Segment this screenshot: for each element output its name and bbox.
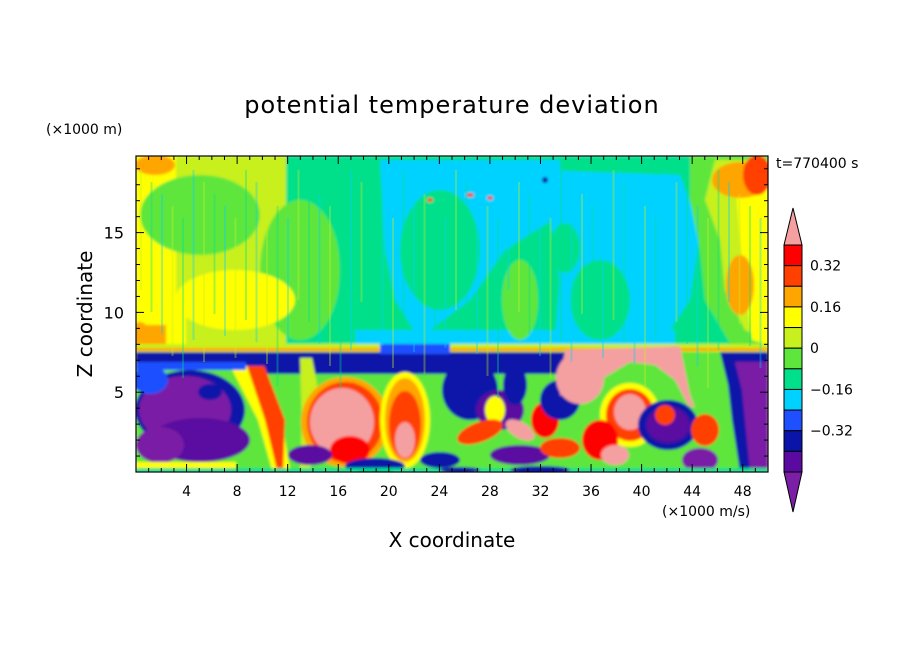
colorbar-box bbox=[783, 450, 803, 473]
colorbar: 0.32 0.16 0 −0.16 −0.32 bbox=[783, 207, 853, 513]
colorbar-box bbox=[783, 368, 803, 390]
colorbar-label: 0 bbox=[810, 341, 819, 357]
y-tick-label: 5 bbox=[114, 383, 124, 402]
x-axis-label: X coordinate bbox=[389, 528, 516, 552]
colorbar-label: −0.16 bbox=[810, 382, 853, 398]
y-tick-label: 15 bbox=[104, 224, 124, 243]
chart-title: potential temperature deviation bbox=[244, 91, 659, 119]
colorbar-box bbox=[783, 388, 803, 411]
x-tick-label: 24 bbox=[430, 484, 448, 500]
y-tick-label: 10 bbox=[104, 303, 124, 322]
x-tick-label: 44 bbox=[683, 484, 701, 500]
colorbar-extend-top bbox=[783, 207, 803, 246]
colorbar-label: 0.32 bbox=[810, 259, 841, 275]
x-tick-label: 16 bbox=[329, 484, 347, 500]
y-axis-label: Z coordinate bbox=[73, 251, 97, 378]
x-tick-label: 36 bbox=[582, 484, 600, 500]
x-tick-label: 20 bbox=[380, 484, 398, 500]
colorbar-box bbox=[783, 347, 803, 370]
colorbar-extend-bottom bbox=[783, 471, 803, 513]
colorbar-label: −0.32 bbox=[810, 424, 853, 440]
colorbar-box bbox=[783, 409, 803, 432]
colorbar-box bbox=[783, 285, 803, 308]
colorbar-box bbox=[783, 306, 803, 329]
x-axis: 4 8 12 16 20 24 28 32 36 40 44 48 bbox=[148, 156, 756, 500]
x-tick-label: 8 bbox=[233, 484, 242, 500]
contour-field bbox=[136, 156, 768, 472]
colorbar-box bbox=[783, 430, 803, 452]
time-label: t=770400 s bbox=[776, 156, 858, 172]
x-tick-label: 12 bbox=[279, 484, 297, 500]
colorbar-box bbox=[783, 265, 803, 287]
x-tick-label: 28 bbox=[481, 484, 499, 500]
x-tick-label: 32 bbox=[532, 484, 550, 500]
y-axis: 5 10 15 bbox=[104, 168, 768, 457]
x-tick-label: 4 bbox=[182, 484, 191, 500]
colorbar-box bbox=[783, 327, 803, 349]
x-tick-label: 48 bbox=[734, 484, 752, 500]
colorbar-label: 0.16 bbox=[810, 300, 841, 316]
colorbar-box bbox=[783, 244, 803, 267]
y-unit-label: (×1000 m) bbox=[46, 122, 122, 138]
x-unit-label: (×1000 m/s) bbox=[662, 504, 750, 520]
x-tick-label: 40 bbox=[633, 484, 651, 500]
